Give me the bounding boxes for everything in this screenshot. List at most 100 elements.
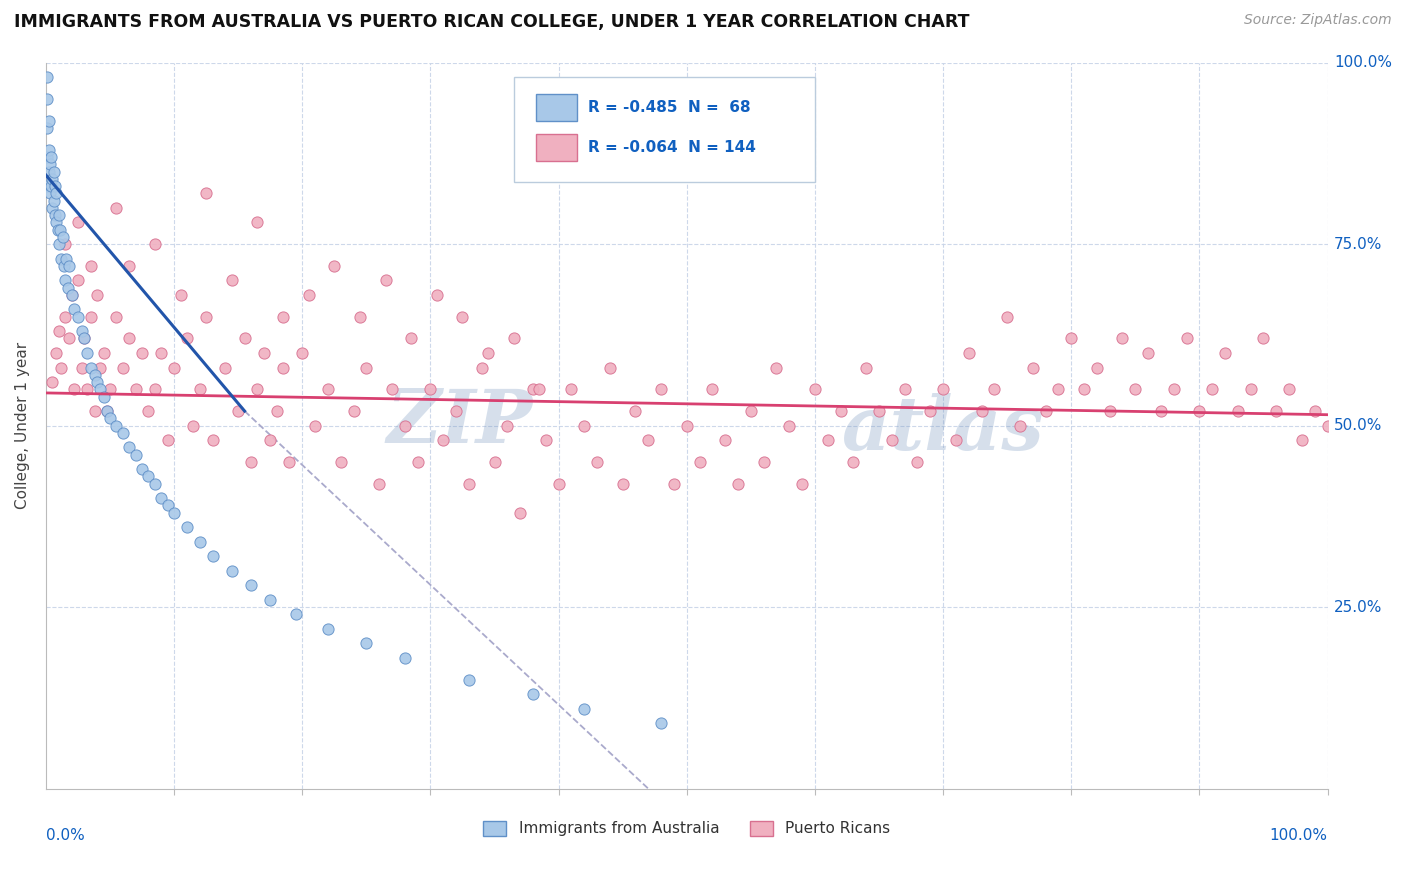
Point [150,491,173,506]
Point [650,716,672,731]
Point [240,455,263,469]
Point [399,331,422,345]
Point [529,382,551,396]
Point [790,476,813,491]
Point [45,346,67,360]
Point [52,230,75,244]
Point [83,404,105,418]
Point [1163,382,1185,396]
Point [60,288,83,302]
Point [201,433,224,447]
Point [38,157,60,171]
Text: Source: ZipAtlas.com: Source: ZipAtlas.com [1244,13,1392,28]
Point [426,288,449,302]
Point [45,215,67,229]
Point [70,324,93,338]
Point [201,549,224,564]
Point [39,179,62,194]
Point [53,273,76,287]
Point [880,433,903,447]
Point [221,273,243,287]
Point [983,382,1005,396]
Point [271,310,294,324]
Point [48,237,70,252]
Point [1240,382,1263,396]
Point [111,425,134,440]
Point [842,455,865,469]
Point [195,310,218,324]
Point [89,360,111,375]
Point [291,346,314,360]
Point [163,360,186,375]
Point [502,331,524,345]
Point [1035,404,1057,418]
Point [284,607,307,622]
Point [246,382,269,396]
Point [73,331,96,345]
Point [1098,404,1121,418]
Point [1073,382,1095,396]
Text: ZIP: ZIP [387,385,533,458]
Point [176,520,198,534]
Point [522,687,544,701]
Point [46,222,69,236]
Point [53,310,76,324]
Point [96,404,118,418]
Point [1278,382,1301,396]
Point [1303,404,1326,418]
Legend: Immigrants from Australia, Puerto Ricans: Immigrants from Australia, Puerto Ricans [478,814,896,843]
Point [105,310,128,324]
Text: 100.0%: 100.0% [1334,55,1392,70]
Point [183,418,205,433]
Point [163,506,186,520]
FancyBboxPatch shape [536,134,576,161]
Point [80,360,103,375]
Point [44,179,66,194]
Point [58,331,80,345]
Point [451,310,474,324]
Point [394,418,416,433]
Point [1047,382,1070,396]
Point [995,310,1018,324]
Point [1123,382,1146,396]
Point [83,368,105,382]
Point [356,636,378,650]
Point [689,455,711,469]
Point [1226,404,1249,418]
Point [612,476,634,491]
Point [76,382,98,396]
Point [39,150,62,164]
Point [650,382,672,396]
Text: R = -0.485  N =  68: R = -0.485 N = 68 [588,100,751,115]
Point [195,186,218,201]
Point [1137,346,1160,360]
Point [1253,331,1275,345]
Point [444,404,467,418]
FancyBboxPatch shape [513,78,815,183]
Point [51,360,73,375]
Point [66,215,89,229]
Point [176,331,198,345]
Point [349,310,371,324]
Point [131,346,153,360]
Point [48,208,70,222]
Point [188,534,211,549]
Point [246,215,269,229]
Point [80,259,103,273]
Point [143,382,166,396]
Point [342,404,364,418]
Point [259,592,281,607]
Text: 25.0%: 25.0% [1334,599,1382,615]
Point [38,186,60,201]
Point [1008,418,1031,433]
Point [58,259,80,273]
Point [304,418,326,433]
Point [675,418,697,433]
Point [316,382,339,396]
Point [98,382,121,396]
Point [817,433,839,447]
Point [637,433,659,447]
Point [105,201,128,215]
Point [233,331,256,345]
Point [73,331,96,345]
